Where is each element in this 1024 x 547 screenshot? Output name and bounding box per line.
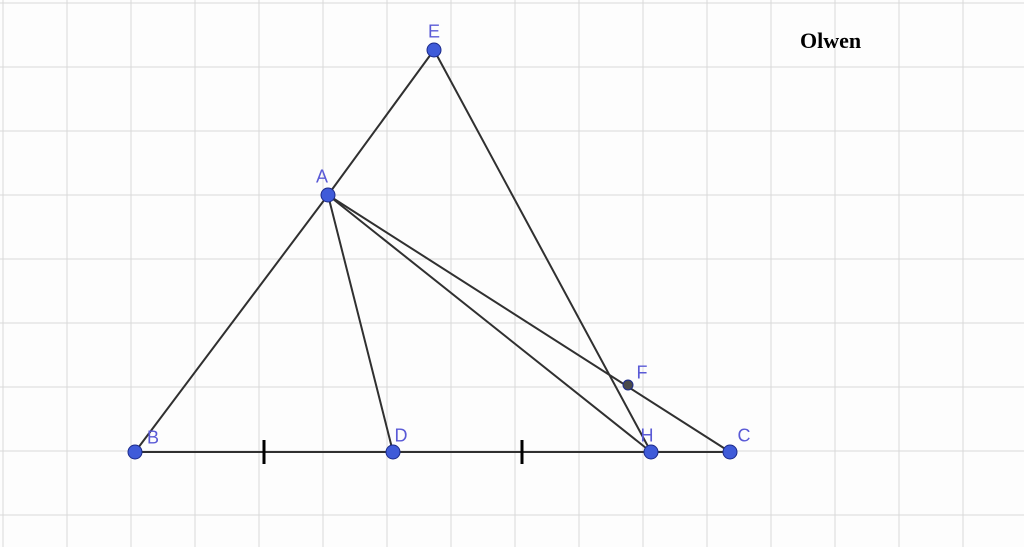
diagram-stage: Olwen E A B D H C F — [0, 0, 1024, 547]
point-A[interactable] — [321, 188, 335, 202]
point-label-A: A — [316, 167, 328, 188]
point-F[interactable] — [623, 380, 633, 390]
point-B[interactable] — [128, 445, 142, 459]
point-label-B: B — [147, 428, 159, 449]
point-E[interactable] — [427, 43, 441, 57]
point-label-E: E — [428, 22, 440, 43]
segment-AD — [328, 195, 393, 452]
point-label-C: C — [738, 426, 751, 447]
segment-EH — [434, 50, 651, 452]
segment-AE — [328, 50, 434, 195]
segment-AC — [328, 195, 730, 452]
point-label-H: H — [641, 426, 654, 447]
point-label-F: F — [637, 363, 648, 384]
point-H[interactable] — [644, 445, 658, 459]
point-C[interactable] — [723, 445, 737, 459]
diagram-title: Olwen — [800, 28, 861, 54]
segment-AH — [328, 195, 651, 452]
point-label-D: D — [395, 426, 408, 447]
geometry-layer — [0, 0, 1024, 547]
point-D[interactable] — [386, 445, 400, 459]
segment-BA — [135, 195, 328, 452]
